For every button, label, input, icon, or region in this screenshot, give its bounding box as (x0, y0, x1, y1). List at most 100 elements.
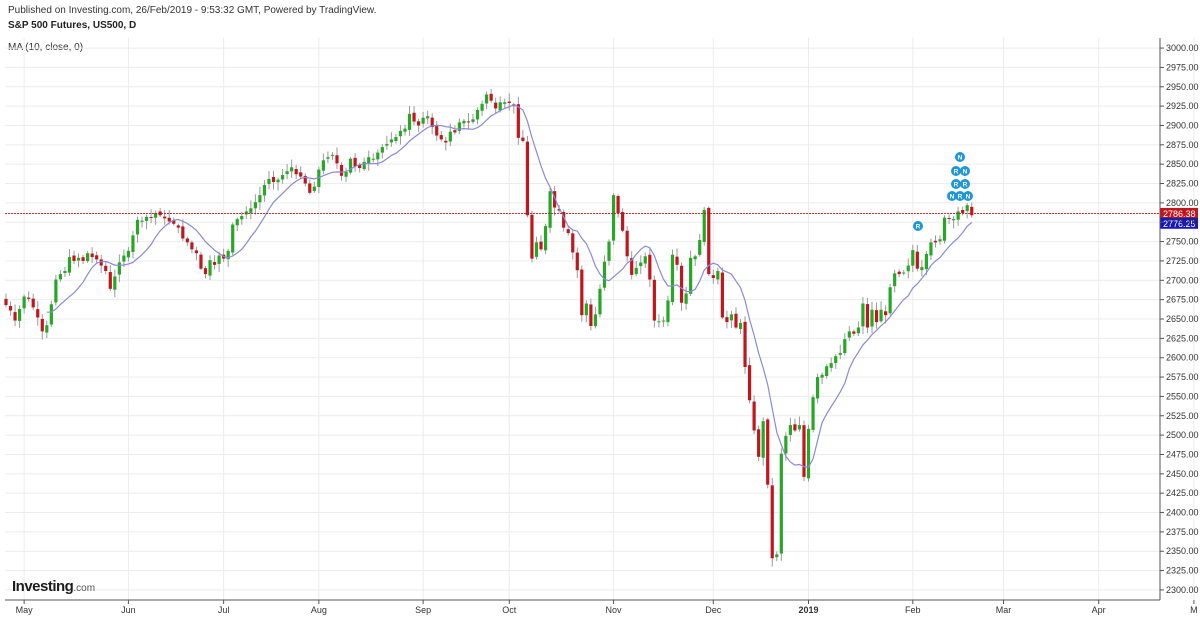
candle-body (679, 265, 684, 303)
candle-body (793, 424, 797, 431)
candle-body (920, 267, 924, 271)
candle-body (494, 102, 498, 109)
candle-body (394, 137, 398, 142)
candle-body (117, 262, 121, 275)
candle-body (45, 325, 49, 333)
candle-body (625, 230, 629, 257)
candles (4, 88, 974, 567)
candle-body (621, 212, 625, 231)
event-badge-label: R (916, 224, 921, 231)
candle-body (253, 202, 257, 209)
candle-body (27, 297, 31, 299)
candle-body (231, 224, 235, 253)
candle-body (630, 258, 634, 275)
candle-body (788, 425, 792, 435)
candle-body (339, 165, 344, 176)
event-badge-label: R (954, 169, 959, 176)
candle-body (498, 102, 502, 111)
candle-body (525, 141, 530, 216)
candle-body (639, 262, 643, 267)
y-tick-label: 2750.00 (1166, 237, 1199, 247)
candle-body (76, 257, 81, 261)
candle-body (475, 109, 480, 120)
y-tick-label: 2825.00 (1166, 179, 1199, 189)
event-badge (951, 166, 961, 176)
candle-body (752, 401, 756, 431)
candle-body (312, 186, 316, 192)
candle-body (190, 242, 194, 250)
y-tick-label: 2575.00 (1166, 372, 1199, 382)
candle-body (856, 327, 860, 334)
x-tick-label: Oct (502, 605, 517, 615)
candle-body (380, 147, 384, 153)
candle-body (661, 320, 666, 322)
candle-body (503, 102, 507, 104)
candle-body (879, 309, 883, 322)
candle-body (258, 195, 262, 203)
candle-body (140, 220, 144, 222)
candle-body (843, 339, 847, 354)
candle-body (725, 317, 729, 323)
candle-body (4, 298, 8, 306)
candle-body (280, 175, 285, 180)
candle-body (40, 318, 44, 332)
x-tick-label: Dec (705, 605, 722, 615)
y-tick-label: 2425.00 (1166, 488, 1199, 498)
candle-body (933, 240, 938, 243)
candle-body (185, 238, 189, 243)
candle-body (412, 112, 416, 122)
candle-body (208, 260, 212, 276)
candle-body (194, 250, 199, 254)
candle-body (126, 250, 131, 258)
candle-body (135, 219, 140, 235)
candle-body (911, 250, 915, 266)
candle-body (820, 374, 824, 378)
candle-body (906, 265, 910, 272)
candle-body (530, 214, 534, 259)
candle-body (290, 167, 294, 172)
investing-logo: Investing.com (12, 578, 96, 595)
y-tick-label: 2600.00 (1166, 353, 1199, 363)
candle-body (893, 273, 897, 287)
axes: 2300.00 2325.00 2350.00 2375.00 2400.00 2425.… (5, 38, 1199, 615)
candle-body (593, 314, 598, 327)
chart-title: S&P 500 Futures, US500, D (8, 20, 137, 31)
candle-body (426, 116, 430, 119)
candle-body (303, 175, 307, 184)
y-tick-label: 2625.00 (1166, 333, 1199, 343)
y-tick-label: 2500.00 (1166, 430, 1199, 440)
candle-body (67, 257, 72, 273)
candle-body (539, 241, 543, 250)
event-badge-label: R (963, 182, 968, 189)
candle-body (689, 257, 693, 294)
event-badge-label: N (950, 194, 955, 201)
candle-body (444, 140, 448, 143)
candle-body (702, 209, 706, 242)
candle-body (575, 252, 579, 271)
candle-body (584, 303, 588, 316)
candle-body (267, 178, 271, 184)
candle-body (952, 219, 956, 221)
y-tick-label: 2950.00 (1166, 82, 1199, 92)
x-tick-label: Jun (121, 605, 136, 615)
candle-body (353, 157, 357, 167)
candle-body (834, 356, 838, 364)
candle-body (158, 211, 162, 216)
candle-body (81, 257, 85, 261)
candle-body (58, 274, 63, 280)
y-tick-label: 2400.00 (1166, 508, 1199, 518)
candle-body (757, 429, 761, 457)
y-tick-label: 2350.00 (1166, 546, 1199, 556)
published-caption: Published on Investing.com, 26/Feb/2019 … (8, 5, 377, 16)
candle-body (761, 421, 765, 458)
candle-body (580, 269, 584, 316)
y-tick-label: 2975.00 (1166, 62, 1199, 72)
candle-body (471, 119, 475, 122)
candle-body (271, 176, 276, 182)
x-tick-label: Feb (905, 605, 921, 615)
candle-body (806, 428, 811, 479)
candle-body (416, 121, 421, 126)
y-tick-label: 2875.00 (1166, 140, 1199, 150)
candle-body (711, 275, 715, 278)
